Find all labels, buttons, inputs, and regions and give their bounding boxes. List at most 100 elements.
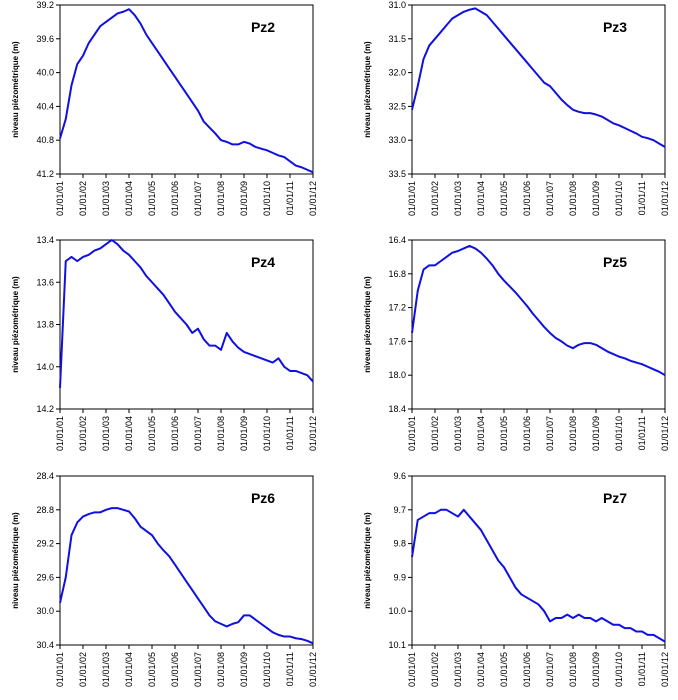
y-tick-label: 18.4 xyxy=(388,404,406,414)
x-tick-label: 01/01/06 xyxy=(170,181,180,216)
y-tick-label: 40.8 xyxy=(36,135,54,145)
x-tick-label: 01/01/04 xyxy=(476,652,486,687)
x-tick-label: 01/01/12 xyxy=(308,652,318,687)
y-axis-label: niveau piézométrique (m) xyxy=(11,41,20,138)
y-tick-label: 31.5 xyxy=(388,34,406,44)
y-tick-label: 31.0 xyxy=(388,0,406,10)
y-tick-label: 16.8 xyxy=(388,269,406,279)
y-tick-label: 16.4 xyxy=(388,235,406,245)
chart-title: Pz2 xyxy=(251,19,275,35)
x-tick-label: 01/01/11 xyxy=(637,181,647,215)
y-tick-label: 28.4 xyxy=(36,471,54,481)
x-tick-label: 01/01/03 xyxy=(453,652,463,687)
x-tick-label: 01/01/08 xyxy=(216,652,226,687)
x-tick-label: 01/01/02 xyxy=(78,181,88,216)
y-tick-label: 32.0 xyxy=(388,68,406,78)
x-tick-label: 01/01/08 xyxy=(568,181,578,216)
y-tick-label: 39.2 xyxy=(36,0,54,10)
x-tick-label: 01/01/11 xyxy=(637,416,647,450)
x-tick-label: 01/01/05 xyxy=(499,416,509,451)
y-tick-label: 40.0 xyxy=(36,68,54,78)
x-tick-label: 01/01/04 xyxy=(476,416,486,451)
x-tick-label: 01/01/04 xyxy=(124,181,134,216)
x-tick-label: 01/01/09 xyxy=(591,652,601,687)
x-tick-label: 01/01/01 xyxy=(55,181,65,216)
x-tick-label: 01/01/08 xyxy=(568,652,578,687)
y-tick-label: 29.6 xyxy=(36,572,54,582)
y-tick-label: 39.6 xyxy=(36,34,54,44)
y-tick-label: 40.4 xyxy=(36,101,54,111)
data-line xyxy=(59,507,314,645)
x-tick-label: 01/01/04 xyxy=(124,652,134,687)
x-tick-label: 01/01/10 xyxy=(614,181,624,216)
y-tick-label: 30.0 xyxy=(36,606,54,616)
chart-title: Pz3 xyxy=(603,19,627,35)
x-tick-label: 01/01/05 xyxy=(499,181,509,216)
x-tick-label: 01/01/09 xyxy=(591,181,601,216)
x-tick-label: 01/01/10 xyxy=(262,416,272,451)
y-tick-label: 17.6 xyxy=(388,336,406,346)
x-tick-label: 01/01/05 xyxy=(147,416,157,451)
x-tick-label: 01/01/02 xyxy=(78,652,88,687)
y-axis-label: niveau piézométrique (m) xyxy=(363,41,372,138)
x-tick-label: 01/01/12 xyxy=(660,181,670,216)
y-tick-label: 9.7 xyxy=(393,505,406,515)
y-tick-label: 30.4 xyxy=(36,640,54,650)
plot-frame xyxy=(411,475,666,646)
x-tick-label: 01/01/09 xyxy=(239,652,249,687)
chart-title: Pz7 xyxy=(603,490,627,506)
x-tick-label: 01/01/12 xyxy=(660,416,670,451)
y-tick-label: 14.2 xyxy=(36,404,54,414)
y-tick-label: 14.0 xyxy=(36,362,54,372)
x-tick-label: 01/01/12 xyxy=(308,181,318,216)
chart-title: Pz5 xyxy=(603,254,627,270)
x-tick-label: 01/01/09 xyxy=(591,416,601,451)
x-tick-label: 01/01/04 xyxy=(124,416,134,451)
plot-frame xyxy=(59,475,314,646)
x-tick-label: 01/01/06 xyxy=(522,652,532,687)
y-tick-label: 17.2 xyxy=(388,303,406,313)
x-tick-label: 01/01/03 xyxy=(453,181,463,216)
x-tick-label: 01/01/10 xyxy=(614,416,624,451)
plot-frame xyxy=(411,4,666,175)
data-line xyxy=(411,508,666,643)
y-tick-label: 9.6 xyxy=(393,471,406,481)
plot-frame xyxy=(59,4,314,175)
y-tick-label: 9.9 xyxy=(393,572,406,582)
x-tick-label: 01/01/08 xyxy=(568,416,578,451)
data-line xyxy=(411,7,666,148)
x-tick-label: 01/01/04 xyxy=(476,181,486,216)
x-tick-label: 01/01/06 xyxy=(170,416,180,451)
x-tick-label: 01/01/09 xyxy=(239,416,249,451)
x-tick-label: 01/01/02 xyxy=(78,416,88,451)
x-tick-label: 01/01/12 xyxy=(308,416,318,451)
x-tick-label: 01/01/12 xyxy=(660,652,670,687)
y-tick-label: 9.8 xyxy=(393,539,406,549)
y-tick-label: 18.0 xyxy=(388,370,406,380)
y-tick-label: 13.8 xyxy=(36,320,54,330)
chart-title: Pz6 xyxy=(251,490,275,506)
y-tick-label: 33.0 xyxy=(388,135,406,145)
y-tick-label: 13.6 xyxy=(36,277,54,287)
x-tick-label: 01/01/11 xyxy=(285,181,295,215)
x-tick-label: 01/01/07 xyxy=(193,652,203,687)
x-tick-label: 01/01/02 xyxy=(430,416,440,451)
x-tick-label: 01/01/01 xyxy=(407,652,417,687)
x-tick-label: 01/01/02 xyxy=(430,652,440,687)
y-tick-label: 29.2 xyxy=(36,539,54,549)
x-tick-label: 01/01/01 xyxy=(55,416,65,451)
x-tick-label: 01/01/05 xyxy=(147,652,157,687)
x-tick-label: 01/01/06 xyxy=(522,181,532,216)
x-tick-label: 01/01/07 xyxy=(193,181,203,216)
x-tick-label: 01/01/10 xyxy=(614,652,624,687)
chart-title: Pz4 xyxy=(251,254,275,270)
data-line xyxy=(59,8,314,174)
x-tick-label: 01/01/07 xyxy=(545,652,555,687)
x-tick-label: 01/01/07 xyxy=(545,181,555,216)
x-tick-label: 01/01/03 xyxy=(101,652,111,687)
plot-frame xyxy=(411,239,666,410)
x-tick-label: 01/01/11 xyxy=(637,652,647,686)
x-tick-label: 01/01/05 xyxy=(147,181,157,216)
x-tick-label: 01/01/03 xyxy=(101,181,111,216)
